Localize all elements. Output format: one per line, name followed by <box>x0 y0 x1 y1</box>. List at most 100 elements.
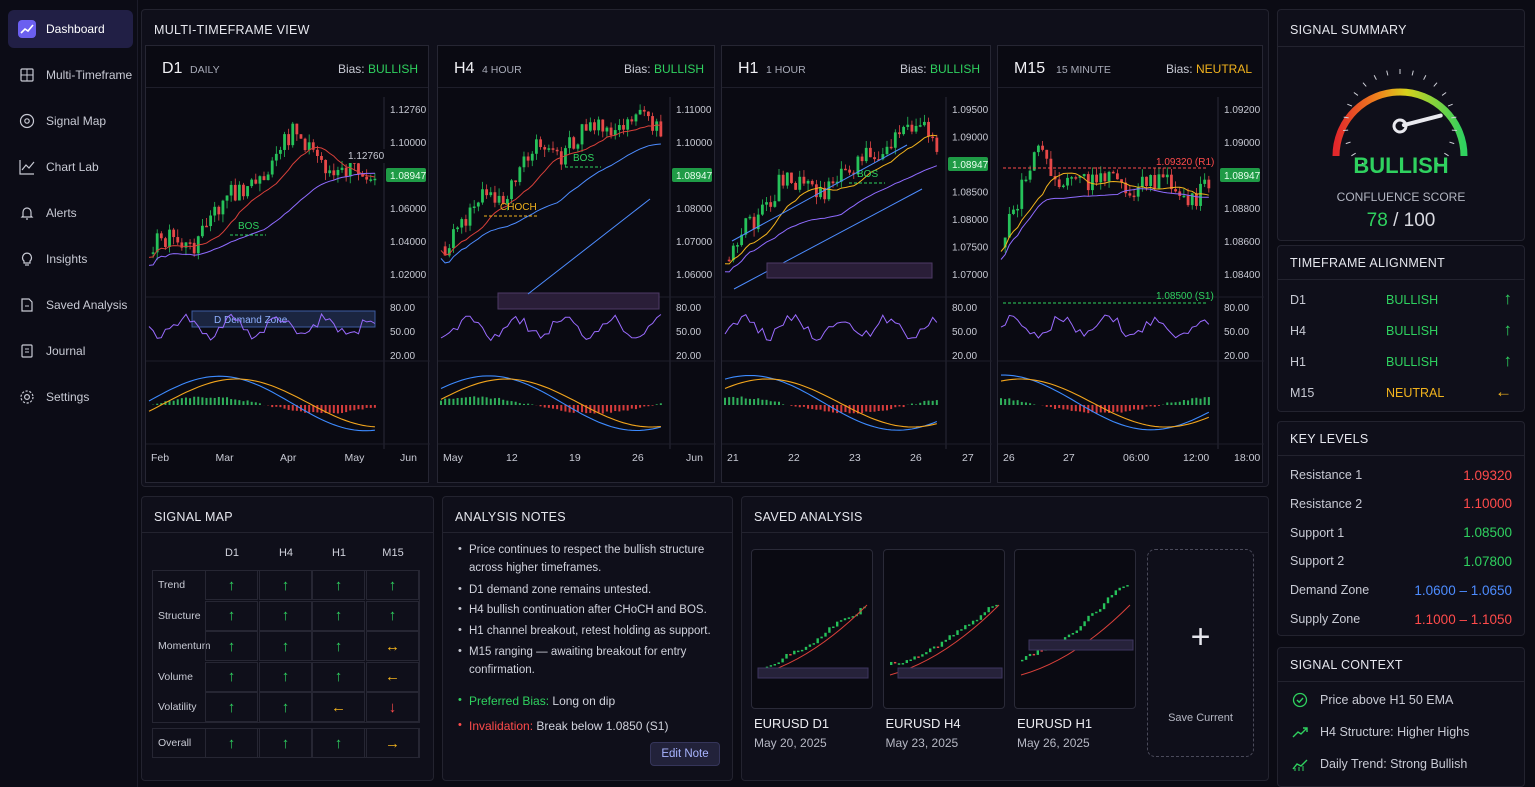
saved-thumbnail[interactable] <box>751 549 873 709</box>
candle-body <box>295 123 299 135</box>
thumb-candle <box>959 629 963 631</box>
thumb-candle <box>1021 659 1024 662</box>
thumb-candle <box>1087 615 1090 622</box>
signal-cell[interactable]: ↑ <box>259 631 312 661</box>
signal-cell[interactable]: ↑ <box>205 570 258 600</box>
bias-value: BULLISH <box>929 62 980 76</box>
signal-cell[interactable]: ↑ <box>205 728 258 758</box>
sidebar-item-multi-timeframe[interactable]: Multi-Timeframe <box>8 56 133 94</box>
candle-body <box>617 125 621 131</box>
chart-canvas[interactable]: 1.09500 1.09000 1.08947 1.08500 1.08000 1.075… <box>722 89 992 484</box>
macd-bar <box>593 405 596 414</box>
signal-cell[interactable]: → <box>366 728 419 758</box>
saved-thumbnail[interactable] <box>882 549 1005 709</box>
signal-cell[interactable]: ↑ <box>366 600 419 631</box>
bias-label: Bias: <box>899 62 927 76</box>
macd-bar <box>444 398 447 405</box>
macd-bar <box>1207 397 1210 405</box>
gauge-tick <box>1353 92 1359 96</box>
signal-cell[interactable]: ↑ <box>312 661 365 692</box>
timeframe-alignment-panel: TIMEFRAME ALIGNMENT D1 BULLISH ↑ H4 BULLISH ↑… <box>1277 245 1525 412</box>
bias-indicator: Bias: BULLISH <box>338 62 418 76</box>
rsi-line <box>148 312 376 341</box>
thumb-candle <box>820 636 823 639</box>
sidebar-item-saved-analysis[interactable]: Saved Analysis <box>8 286 133 324</box>
price-tick: 1.08800 <box>1224 204 1261 215</box>
candle-body <box>564 148 567 165</box>
signal-cell[interactable]: ↑ <box>312 600 365 631</box>
candle-body <box>505 199 509 204</box>
candle-body <box>555 149 559 152</box>
signal-cell[interactable]: ↑ <box>205 600 258 631</box>
signal-cell[interactable]: ↑ <box>312 728 365 758</box>
thumb-candle <box>936 646 939 649</box>
chart-panel-m15[interactable]: M15 15 MINUTE Bias: NEUTRAL 1.09200 1.09000 1… <box>997 45 1264 484</box>
sidebar-item-insights[interactable]: Insights <box>8 240 133 278</box>
edit-note-button[interactable]: Edit Note <box>650 742 720 766</box>
chart-panel-d1[interactable]: D1 DAILY Bias: BULLISH 1.12760 1.10000 1.0894… <box>145 45 430 484</box>
signal-cell[interactable]: ↑ <box>312 570 365 600</box>
gauge-tick <box>1451 116 1457 119</box>
macd-bar <box>819 405 822 410</box>
confluence-gauge <box>1332 69 1468 167</box>
invalidation-label: Invalidation: <box>469 719 534 733</box>
macd-bar <box>209 397 212 405</box>
chart-panel-h4[interactable]: H4 4 HOUR Bias: BULLISH 1.11000 1.10000 1.089… <box>437 45 716 484</box>
signal-cell[interactable]: ↑ <box>259 570 312 600</box>
macd-bar <box>552 405 554 409</box>
signal-cell[interactable]: ↑ <box>259 692 312 722</box>
candle-body <box>476 202 480 207</box>
signal-cell[interactable]: ↑ <box>259 728 312 758</box>
last-price-tag <box>1220 168 1260 182</box>
thumb-candle <box>1091 613 1094 616</box>
candle-body <box>1057 179 1061 188</box>
macd-line <box>148 375 375 432</box>
key-level-label: Support 1 <box>1290 525 1345 540</box>
macd-bar <box>782 404 785 405</box>
bos-label: BOS <box>238 221 259 232</box>
signal-cell[interactable]: ↑ <box>259 661 312 692</box>
macd-bar <box>275 405 278 407</box>
candle-body <box>760 204 764 215</box>
sidebar-item-chart-lab[interactable]: Chart Lab <box>8 148 133 186</box>
macd-bar <box>778 401 780 405</box>
saved-thumbnail[interactable] <box>1014 549 1136 709</box>
signal-cell[interactable]: ← <box>366 661 419 692</box>
macd-bar <box>832 405 834 413</box>
thumb-candle <box>843 618 847 621</box>
signal-cell[interactable]: ↔ <box>366 631 419 661</box>
key-level-label: Demand Zone <box>1290 583 1370 598</box>
save-current-button[interactable]: + Save Current <box>1147 549 1254 757</box>
macd-bar <box>1020 401 1023 405</box>
x-tick: Jun <box>686 452 703 464</box>
signal-cell[interactable]: ↑ <box>259 600 312 631</box>
signal-cell[interactable]: ↑ <box>312 631 365 661</box>
signal-context-panel: SIGNAL CONTEXT Price above H1 50 EMA H4 S… <box>1277 647 1525 787</box>
candle-body <box>452 229 455 249</box>
sidebar-item-journal[interactable]: Journal <box>8 332 133 370</box>
sidebar-item-settings[interactable]: Settings <box>8 378 133 416</box>
sidebar-item-alerts[interactable]: Alerts <box>8 194 133 232</box>
preferred-bias-label: Preferred Bias: <box>469 694 550 708</box>
chart-panel-h1[interactable]: H1 1 HOUR Bias: BULLISH 1.09500 1.09000 1.089… <box>721 45 992 484</box>
candle-body <box>373 178 377 181</box>
chart-canvas[interactable]: 1.09200 1.09000 1.08947 1.08800 1.08600 1.084… <box>998 89 1264 484</box>
sidebar-item-signal-map[interactable]: Signal Map <box>8 102 133 140</box>
thumb-candle <box>928 648 931 653</box>
x-tick: 18:00 <box>1234 452 1260 464</box>
macd-bar <box>564 405 567 412</box>
signal-cell[interactable]: ↑ <box>205 631 258 661</box>
thumb-candle <box>836 621 839 627</box>
sidebar-item-dashboard[interactable]: Dashboard <box>8 10 133 48</box>
signal-cell[interactable]: ↓ <box>366 692 419 722</box>
chart-canvas[interactable]: 1.11000 1.10000 1.08947 1.08000 1.07000 1.060… <box>438 89 716 484</box>
signal-cell[interactable]: ← <box>312 692 365 722</box>
signal-cell[interactable]: ↑ <box>205 661 258 692</box>
saved-tf: H4 <box>944 716 961 731</box>
signal-cell[interactable]: ↑ <box>205 692 258 722</box>
signal-cell[interactable]: ↑ <box>366 570 419 600</box>
chart-canvas[interactable]: 1.12760 1.10000 1.08947 1.06000 1.04000 1.020… <box>146 89 430 484</box>
macd-bar <box>659 403 662 405</box>
x-tick: 26 <box>632 452 644 464</box>
macd-bar <box>556 405 559 410</box>
